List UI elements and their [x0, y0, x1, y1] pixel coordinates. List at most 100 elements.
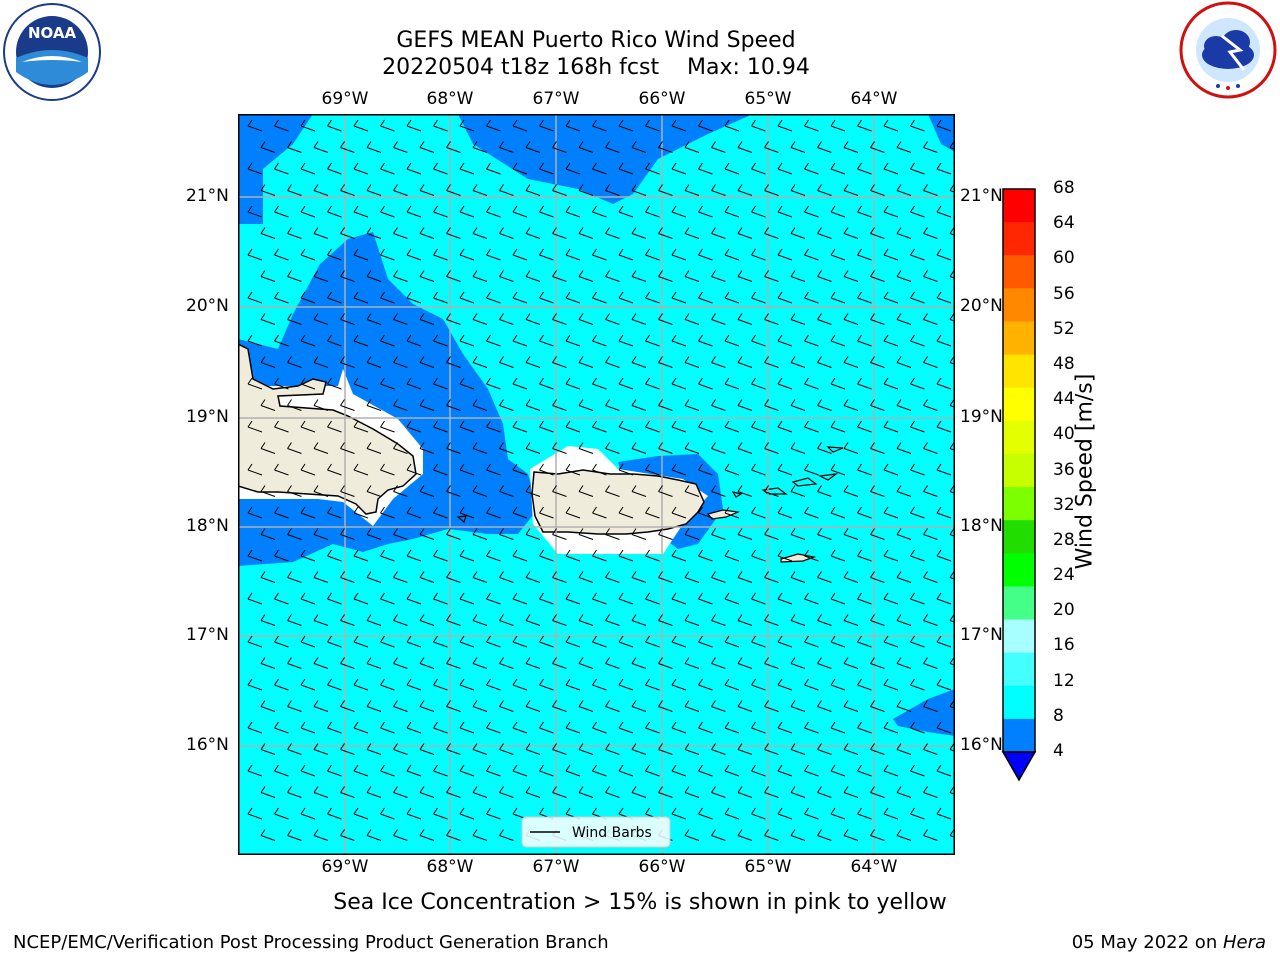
wind-barb	[552, 442, 567, 454]
wind-barb	[406, 764, 422, 777]
wind-barb	[777, 420, 793, 433]
wind-barb	[645, 377, 660, 390]
wind-barb	[684, 700, 700, 712]
map-frame	[238, 114, 955, 855]
wind-barb	[578, 743, 594, 755]
wind-barb	[870, 399, 885, 411]
wind-barb	[764, 356, 779, 368]
wind-barb	[645, 463, 660, 476]
wind-barb	[353, 764, 369, 777]
wind-barb	[724, 635, 740, 648]
wind-barb	[910, 721, 925, 734]
wind-barb	[645, 334, 660, 347]
wind-barb	[247, 635, 263, 648]
wind-barb	[671, 162, 687, 175]
wind-barb	[539, 205, 554, 218]
wind-barb	[817, 571, 832, 583]
wind-barb	[751, 463, 766, 476]
wind-barb	[618, 678, 634, 691]
lon-label-top-64: 64°W	[850, 89, 898, 109]
colorbar-band	[1003, 453, 1035, 488]
wind-barb	[459, 549, 475, 562]
wind-barb	[658, 571, 673, 583]
wind-barb	[645, 635, 660, 648]
wind-barb	[525, 442, 541, 454]
wind-barb	[419, 700, 435, 712]
wind-barb	[446, 700, 461, 712]
wind-barb	[486, 291, 501, 304]
wind-barb	[419, 485, 435, 497]
wind-barb	[512, 678, 528, 691]
wind-barb	[340, 571, 355, 583]
wind-barb	[327, 248, 342, 261]
wind-barb	[843, 356, 859, 368]
wind-barb	[313, 313, 329, 325]
wind-barb	[896, 657, 912, 669]
wind-barb	[605, 657, 620, 669]
lon-label-bottom-67: 67°W	[532, 857, 580, 877]
wind-barb	[313, 270, 329, 282]
wind-barb	[764, 399, 779, 411]
wind-barb	[578, 399, 594, 411]
wind-barb	[260, 442, 276, 454]
wind-barb	[539, 377, 554, 390]
wind-barb	[366, 141, 382, 153]
colorbar-tick-label: 60	[1053, 248, 1075, 269]
wind-barb	[419, 313, 435, 325]
wind-barb	[393, 614, 408, 626]
wind-barb	[578, 700, 594, 712]
wind-barb	[499, 356, 514, 368]
wind-barb	[830, 377, 846, 390]
wind-barb	[578, 442, 594, 454]
lon-label-bottom-66: 66°W	[638, 857, 686, 877]
colorbar-tick-label: 40	[1053, 424, 1075, 445]
wind-barb	[459, 377, 475, 390]
wind-barb	[300, 592, 316, 605]
wind-barb	[645, 721, 660, 734]
wind-barb	[618, 463, 634, 476]
wind-barb	[393, 786, 408, 798]
wind-barb	[446, 399, 461, 411]
lat-label-right-21: 21°N	[960, 186, 1003, 206]
wind-barb	[618, 764, 634, 777]
wind-barb	[499, 829, 514, 841]
wind-barb	[790, 399, 806, 411]
wind-barb	[486, 162, 501, 175]
wind-barb	[671, 678, 687, 691]
wind-barb	[565, 420, 581, 433]
wind-barb	[366, 614, 382, 626]
wind-barb	[631, 657, 647, 669]
wind-barb	[565, 291, 581, 304]
lat-label-left-18: 18°N	[186, 516, 229, 536]
wind-barb	[830, 592, 846, 605]
wind-barb	[949, 657, 955, 666]
wind-barb	[459, 248, 475, 261]
wind-barb	[380, 334, 395, 347]
wind-barb	[631, 270, 647, 282]
wind-barb	[658, 657, 673, 669]
wind-barb	[658, 442, 673, 454]
wind-barb	[406, 463, 422, 476]
wind-barb	[817, 270, 832, 282]
wind-barb	[313, 614, 329, 626]
wind-barb	[313, 227, 329, 239]
wind-barb	[870, 829, 885, 841]
wind-barb	[949, 743, 955, 752]
wind-barb	[817, 399, 832, 411]
wind-barb	[446, 485, 461, 497]
wind-barb	[883, 635, 899, 648]
wind-barb	[552, 743, 567, 755]
wind-barb	[353, 334, 369, 347]
wind-barb	[631, 184, 647, 196]
wind-barb	[552, 614, 567, 626]
wind-barb	[698, 420, 713, 433]
wind-barb	[472, 184, 488, 196]
wind-barb	[870, 184, 885, 196]
wind-barb	[353, 678, 369, 691]
wind-barb	[857, 807, 872, 820]
wind-barb	[631, 442, 647, 454]
wind-barb	[949, 614, 955, 623]
wind-barb	[552, 399, 567, 411]
wind-barb	[645, 291, 660, 304]
wind-barb	[857, 334, 872, 347]
